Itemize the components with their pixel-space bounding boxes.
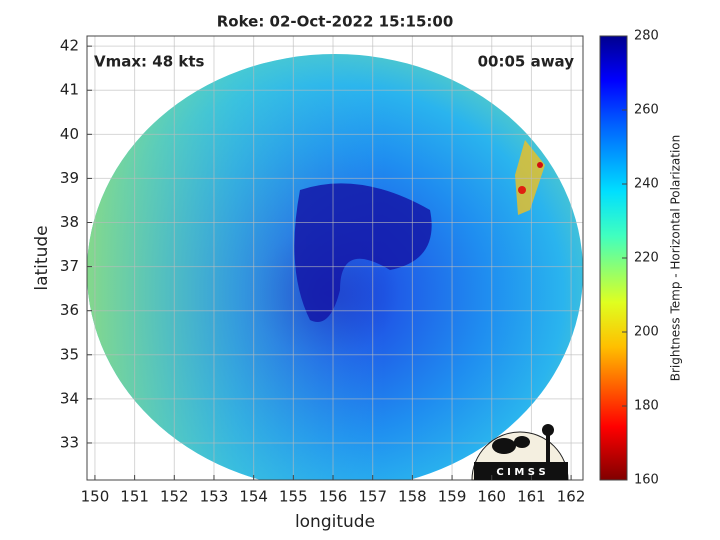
satellite-image xyxy=(87,54,583,480)
y-tick-label: 34 xyxy=(60,389,79,407)
y-tick-label: 39 xyxy=(60,169,79,187)
x-tick-label: 154 xyxy=(239,488,268,506)
colorbar-tick-label: 160 xyxy=(634,473,659,488)
x-tick-label: 153 xyxy=(200,488,229,506)
x-tick-label: 160 xyxy=(477,488,506,506)
grid xyxy=(87,36,583,480)
y-axis-label: latitude xyxy=(32,225,52,290)
x-tick-label: 162 xyxy=(557,488,586,506)
y-tick-label: 33 xyxy=(60,433,79,451)
colorbar-tick-label: 200 xyxy=(634,325,659,340)
y-tick-label: 35 xyxy=(60,345,79,363)
colorbar-tick-label: 180 xyxy=(634,399,659,414)
colorbar-tick-label: 260 xyxy=(634,103,659,118)
y-tick-label: 37 xyxy=(60,257,79,275)
x-tick-label: 150 xyxy=(81,488,110,506)
annotation: Vmax: 48 kts xyxy=(94,53,204,71)
colorbar-label: Brightness Temp - Horizontal Polarizatio… xyxy=(669,135,683,382)
y-tick-label: 40 xyxy=(60,125,79,143)
y-tick-label: 42 xyxy=(60,37,79,55)
x-tick-label: 157 xyxy=(358,488,387,506)
logo: C I M S S xyxy=(471,424,569,481)
x-axis-label: longitude xyxy=(295,512,375,532)
colorbar-tick-label: 220 xyxy=(634,251,659,266)
y-tick-label: 38 xyxy=(60,213,79,231)
plot-frame xyxy=(86,35,584,481)
annotation: 00:05 away xyxy=(478,53,575,71)
colorbar-tick-label: 280 xyxy=(634,29,659,44)
x-tick-label: 151 xyxy=(120,488,149,506)
x-tick-label: 152 xyxy=(160,488,189,506)
x-tick-label: 155 xyxy=(279,488,308,506)
x-tick-label: 158 xyxy=(398,488,427,506)
colorbar-tick-label: 240 xyxy=(634,177,659,192)
x-tick-label: 159 xyxy=(438,488,467,506)
chart-title: Roke: 02-Oct-2022 15:15:00 xyxy=(217,13,454,31)
x-tick-label: 161 xyxy=(517,488,546,506)
logo-text: C I M S S xyxy=(496,467,545,478)
y-tick-label: 41 xyxy=(60,81,79,99)
x-tick-label: 156 xyxy=(319,488,348,506)
y-tick-label: 36 xyxy=(60,301,79,319)
